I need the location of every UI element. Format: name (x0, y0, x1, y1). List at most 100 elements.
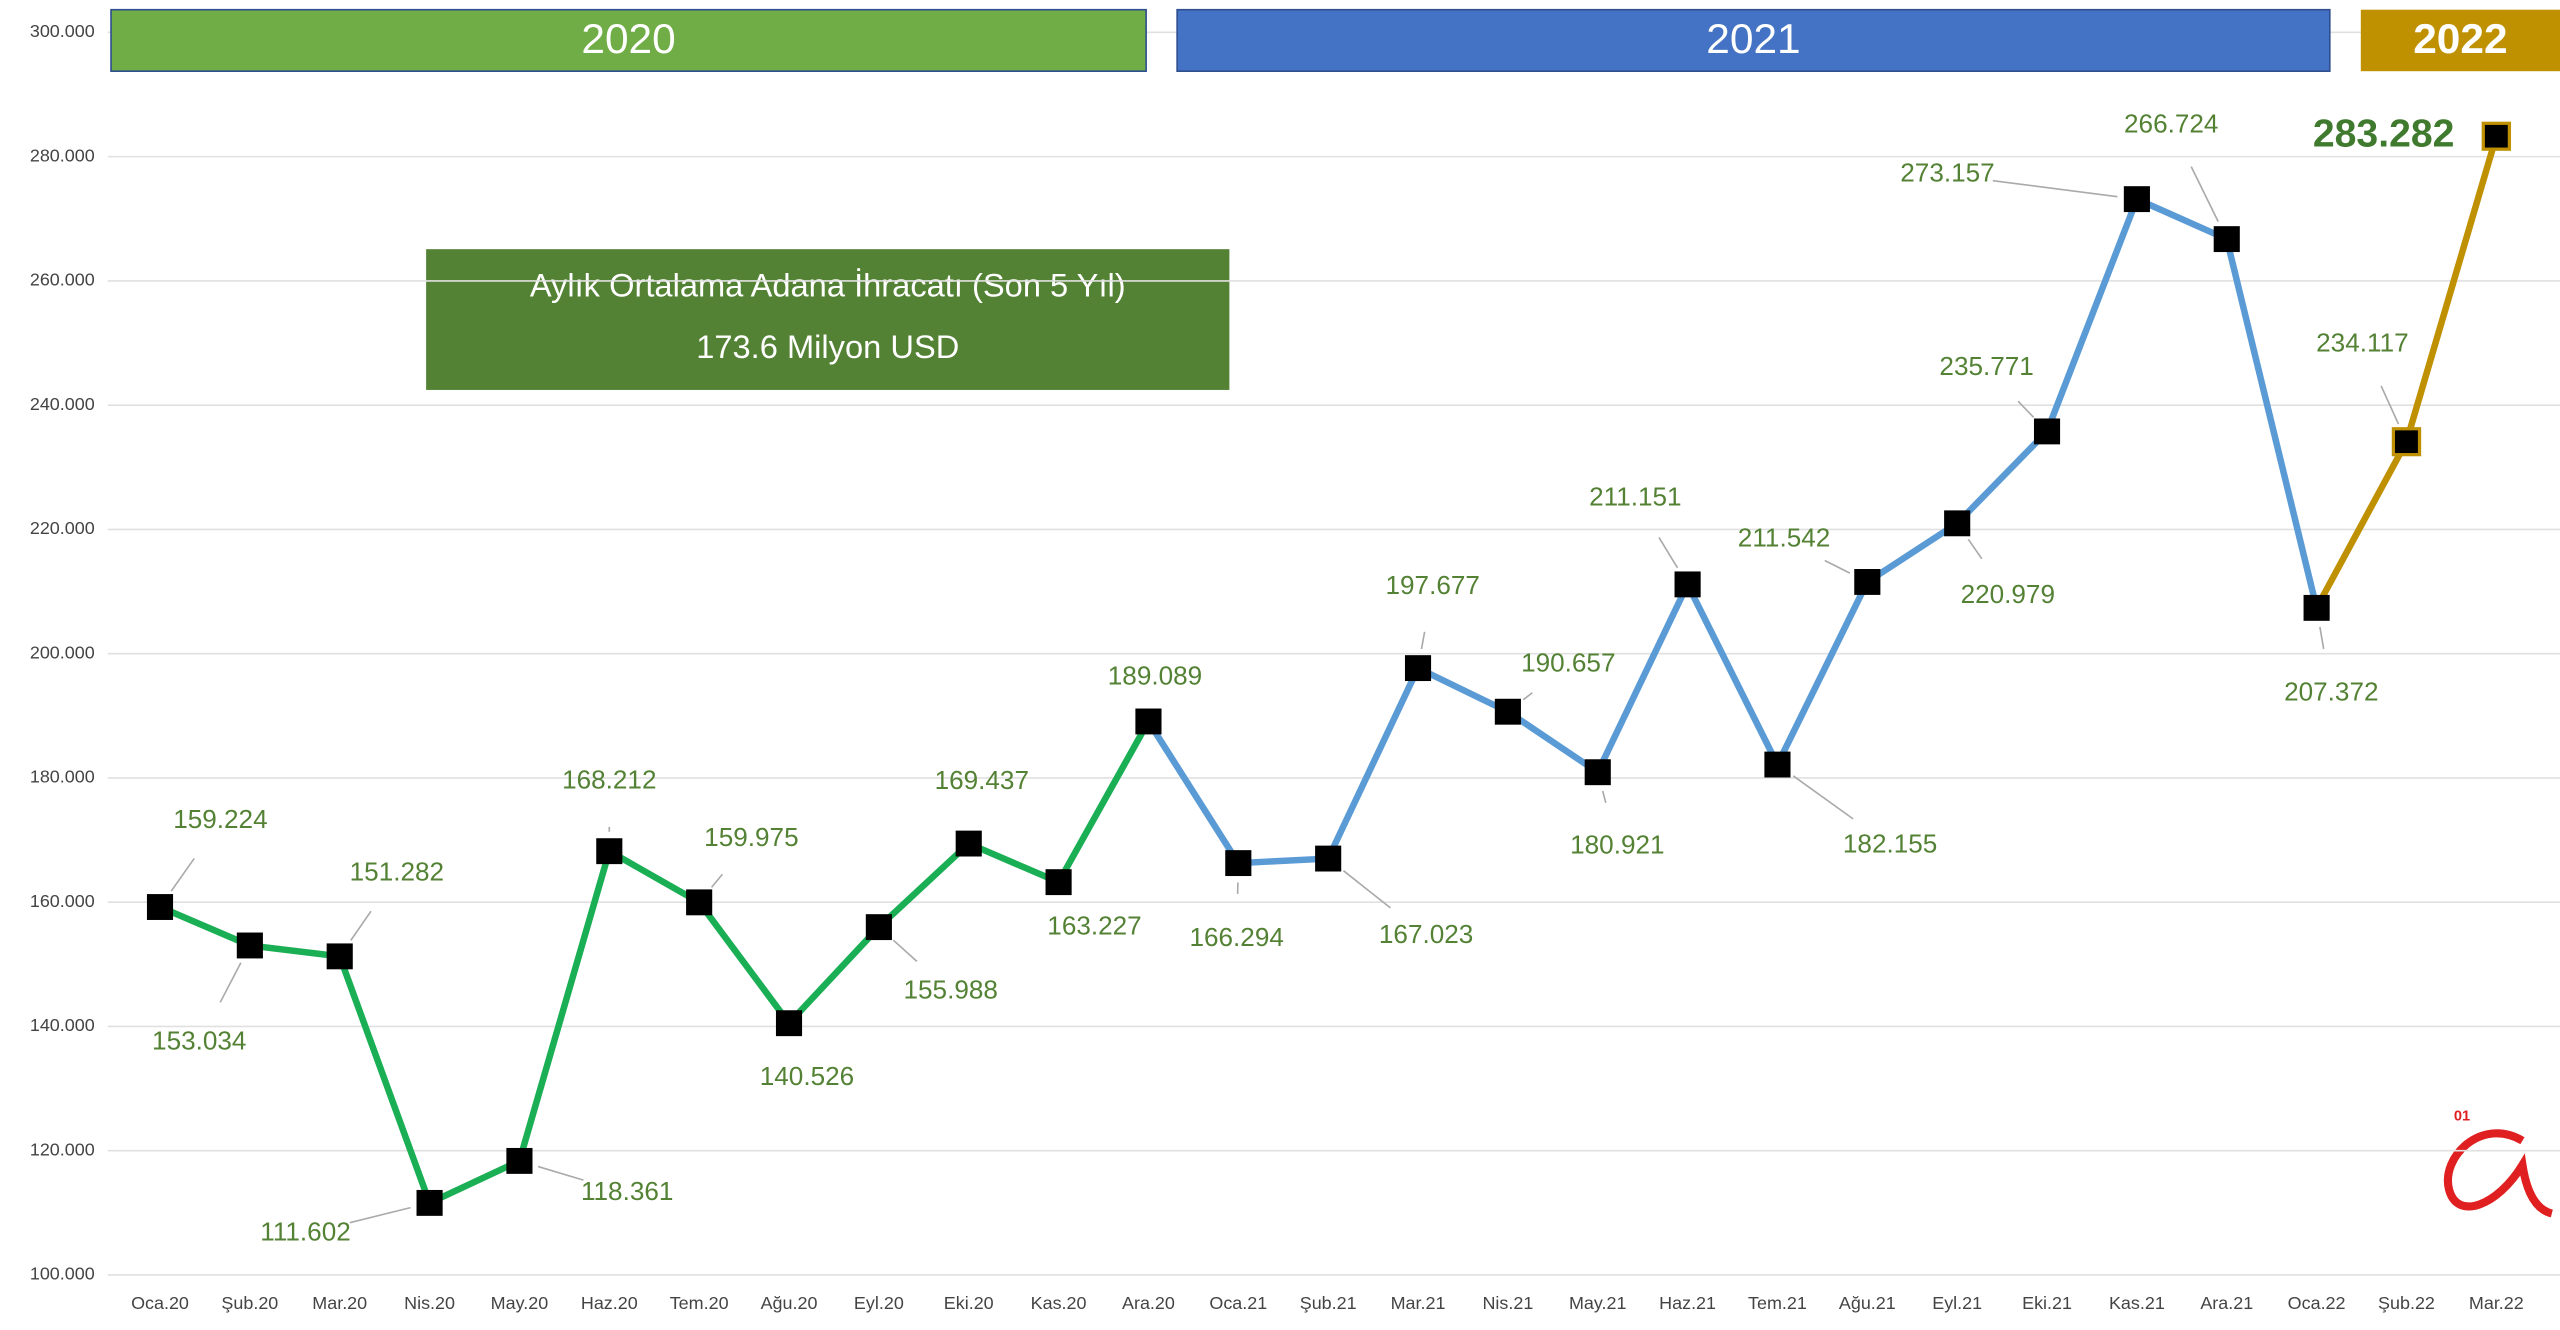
marker (1854, 569, 1881, 595)
y-tick-label: 160.000 (30, 891, 95, 911)
leader-line (710, 873, 724, 888)
data-label: 211.542 (1738, 523, 1830, 553)
marker (775, 1010, 803, 1037)
marker (1315, 845, 1342, 872)
leader-line (350, 910, 372, 941)
data-label: 159.975 (704, 822, 798, 852)
y-tick-label: 260.000 (30, 270, 95, 290)
data-label: 169.437 (935, 765, 1029, 795)
data-label: 220.979 (1961, 579, 2055, 609)
y-tick-label: 180.000 (30, 767, 95, 787)
y-tick-label: 220.000 (30, 518, 95, 538)
x-tick-label: Mar.21 (1391, 1293, 1446, 1313)
x-tick-label: Mar.20 (312, 1293, 367, 1313)
leader-line (1792, 775, 1854, 820)
logo: 01 (2443, 1108, 2554, 1218)
leader-line (1967, 538, 1983, 560)
x-tick-label: Şub.20 (221, 1293, 278, 1313)
x-tick-label: Eyl.21 (1932, 1293, 1982, 1313)
data-label: 197.677 (1386, 570, 1480, 600)
year-header (1176, 8, 2331, 73)
data-label: 189.089 (1108, 661, 1202, 691)
marker (1494, 698, 1521, 725)
marker (146, 894, 174, 920)
x-tick-label: Ağu.21 (1839, 1293, 1896, 1313)
marker (506, 1147, 533, 1174)
leader-line (2380, 385, 2400, 425)
marker (865, 914, 892, 941)
marker (2303, 594, 2330, 621)
data-label: 234.117 (2316, 328, 2408, 358)
data-label: 168.212 (562, 765, 656, 795)
x-tick-label: Ağu.20 (761, 1293, 818, 1313)
leader-line (1601, 790, 1607, 804)
x-tick-label: Şub.22 (2378, 1293, 2435, 1313)
leader-line (537, 1165, 584, 1181)
annotation-text: 173.6 Milyon USD (696, 329, 959, 365)
x-tick-label: Ara.21 (2200, 1293, 2253, 1313)
x-tick-label: Kas.20 (1031, 1293, 1087, 1313)
data-label: 151.282 (350, 857, 444, 887)
marker (2123, 186, 2150, 213)
x-tick-label: Eki.20 (944, 1293, 994, 1313)
x-tick-label: Ara.20 (1122, 1293, 1175, 1313)
marker (2481, 121, 2512, 151)
data-label: 207.372 (2284, 677, 2378, 707)
x-tick-label: May.21 (1569, 1293, 1627, 1313)
year-header-label: 2020 (581, 15, 675, 62)
x-tick-label: Şub.21 (1300, 1293, 1357, 1313)
data-label: 153.034 (152, 1026, 246, 1056)
data-label: 163.227 (1047, 910, 1141, 940)
data-label: 182.155 (1843, 828, 1937, 858)
marker (1135, 708, 1162, 735)
marker (2213, 226, 2240, 253)
year-header (2360, 9, 2560, 72)
data-label: 111.602 (260, 1217, 351, 1247)
year-header-label: 2022 (2413, 15, 2507, 62)
leader-line (1420, 631, 1426, 650)
marker (2033, 418, 2061, 445)
data-label: 155.988 (904, 975, 998, 1005)
marker (686, 889, 713, 916)
marker (1674, 571, 1701, 598)
x-tick-label: Mar.22 (2469, 1293, 2524, 1313)
annotation-box (426, 249, 1230, 390)
marker (2391, 427, 2422, 457)
y-tick-label: 280.000 (30, 145, 95, 165)
data-label: 166.294 (1189, 922, 1283, 952)
leader-line (2190, 166, 2219, 222)
data-label: 235.771 (1939, 351, 2033, 381)
x-tick-label: Oca.22 (2288, 1293, 2346, 1313)
marker (1584, 759, 1611, 786)
y-tick-label: 140.000 (30, 1015, 95, 1035)
leader-line (349, 1206, 411, 1224)
y-tick-label: 200.000 (30, 642, 95, 662)
leader-line (219, 962, 242, 1003)
x-tick-label: Nis.20 (404, 1293, 455, 1313)
leader-line (1992, 179, 2118, 198)
leader-line (170, 857, 195, 892)
x-tick-label: Tem.21 (1748, 1293, 1807, 1313)
data-label: 118.361 (581, 1176, 673, 1206)
annotation-title: Aylık Ortalama Adana İhracatı (Son 5 Yıl… (530, 268, 1126, 304)
marker (1404, 655, 1432, 682)
x-tick-label: Haz.21 (1659, 1293, 1716, 1313)
x-tick-label: Tem.20 (670, 1293, 729, 1313)
y-tick-label: 120.000 (30, 1139, 95, 1159)
marker (326, 943, 353, 970)
leader-line (892, 939, 918, 962)
line-segment (158, 719, 1152, 1207)
x-tick-label: Haz.20 (581, 1293, 638, 1313)
data-label: 273.157 (1900, 158, 1994, 188)
marker (955, 830, 982, 857)
leader-line (2017, 400, 2035, 418)
x-tick-label: Oca.21 (1209, 1293, 1267, 1313)
data-label: 190.657 (1521, 648, 1615, 678)
leader-line (1342, 870, 1391, 909)
y-tick-label: 100.000 (30, 1264, 95, 1284)
leader-line (2319, 626, 2325, 650)
line-segment (2313, 135, 2500, 610)
data-label: 159.224 (173, 804, 267, 834)
x-tick-label: Eki.21 (2022, 1293, 2072, 1313)
